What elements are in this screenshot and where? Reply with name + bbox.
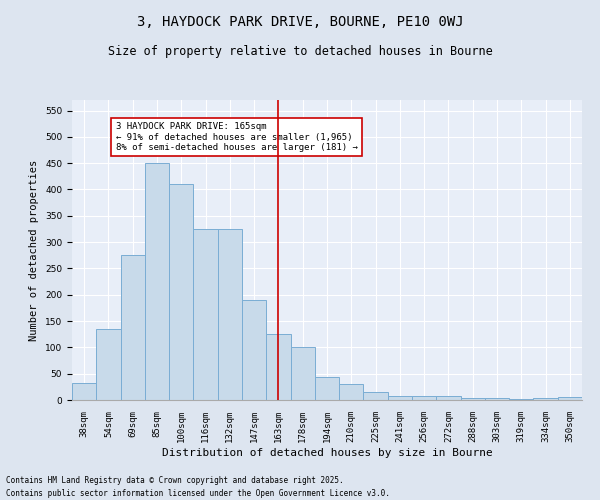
Bar <box>315 377 339 400</box>
Bar <box>388 396 412 400</box>
Bar <box>436 396 461 400</box>
Bar <box>145 163 169 400</box>
Text: 3, HAYDOCK PARK DRIVE, BOURNE, PE10 0WJ: 3, HAYDOCK PARK DRIVE, BOURNE, PE10 0WJ <box>137 15 463 29</box>
Bar <box>193 229 218 400</box>
Bar <box>96 329 121 400</box>
Bar <box>339 384 364 400</box>
Bar <box>290 348 315 400</box>
Text: Contains public sector information licensed under the Open Government Licence v3: Contains public sector information licen… <box>6 488 390 498</box>
X-axis label: Distribution of detached houses by size in Bourne: Distribution of detached houses by size … <box>161 448 493 458</box>
Text: 3 HAYDOCK PARK DRIVE: 165sqm
← 91% of detached houses are smaller (1,965)
8% of : 3 HAYDOCK PARK DRIVE: 165sqm ← 91% of de… <box>116 122 358 152</box>
Bar <box>169 184 193 400</box>
Bar <box>218 229 242 400</box>
Bar <box>121 256 145 400</box>
Bar <box>461 398 485 400</box>
Y-axis label: Number of detached properties: Number of detached properties <box>29 160 40 340</box>
Text: Contains HM Land Registry data © Crown copyright and database right 2025.: Contains HM Land Registry data © Crown c… <box>6 476 344 485</box>
Bar <box>533 398 558 400</box>
Bar <box>364 392 388 400</box>
Bar <box>72 382 96 400</box>
Text: Size of property relative to detached houses in Bourne: Size of property relative to detached ho… <box>107 45 493 58</box>
Bar <box>558 397 582 400</box>
Bar <box>412 396 436 400</box>
Bar <box>509 399 533 400</box>
Bar <box>485 398 509 400</box>
Bar <box>266 334 290 400</box>
Bar <box>242 300 266 400</box>
